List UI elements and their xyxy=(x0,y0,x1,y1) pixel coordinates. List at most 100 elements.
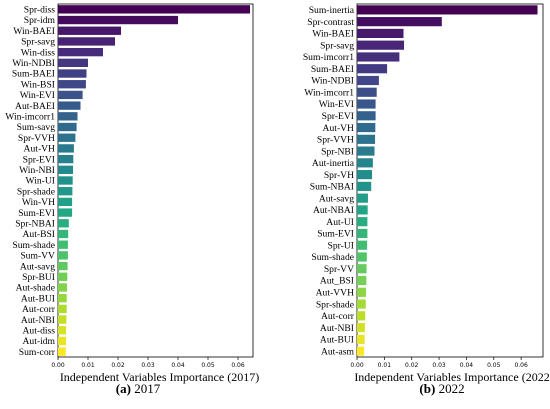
category-label: Sum-BAEI xyxy=(12,69,55,80)
x-tick-label: 0.03 xyxy=(432,362,446,369)
bar xyxy=(357,134,376,144)
bar xyxy=(58,165,73,174)
category-label: Sum-shade xyxy=(12,240,55,251)
bar xyxy=(58,240,68,249)
category-label: Spr-contrast xyxy=(307,17,354,28)
bar xyxy=(58,112,78,121)
bar xyxy=(357,346,365,356)
bar xyxy=(58,326,67,335)
category-label: Aut-corr xyxy=(22,304,56,315)
category-label: Spr-EVI xyxy=(23,154,55,165)
bar xyxy=(58,229,69,239)
category-label: Sum-imcorr1 xyxy=(303,52,354,63)
x-tick-label: 0.03 xyxy=(141,362,155,369)
bar xyxy=(357,228,368,239)
bar xyxy=(58,144,74,153)
chart-svg: Spr-dissSpr-idmWin-BAEISpr-savgWin-dissW… xyxy=(5,3,259,384)
bar xyxy=(357,87,377,97)
category-label: Win-NDBI xyxy=(311,76,354,87)
category-label: Sum-inertia xyxy=(309,5,355,16)
category-label: Aut-shade xyxy=(16,283,55,294)
bar xyxy=(58,251,68,260)
caption-text: 2017 xyxy=(134,381,161,396)
bar xyxy=(58,47,103,57)
bar xyxy=(357,299,366,309)
category-label: Spr-NBI xyxy=(321,146,354,157)
category-label: Spr-UI xyxy=(328,240,354,251)
bar xyxy=(357,311,366,321)
bar xyxy=(357,99,376,109)
caption-text: 2022 xyxy=(438,381,465,396)
category-label: Win-BAEI xyxy=(312,29,354,40)
bar xyxy=(58,347,66,356)
category-label: Aut-NBI xyxy=(21,315,55,326)
x-tick-label: 0.00 xyxy=(51,362,65,369)
category-label: Sum-shade xyxy=(311,252,354,263)
bar xyxy=(58,208,73,217)
bar xyxy=(58,122,77,132)
category-label: Spr-savg xyxy=(21,37,55,48)
caption-2017: (a) 2017 xyxy=(38,381,238,397)
category-label: Spr-diss xyxy=(24,5,56,16)
category-label: Aut-savg xyxy=(319,193,354,204)
plot-frame xyxy=(356,3,544,358)
bar xyxy=(58,154,74,164)
bar xyxy=(357,217,368,227)
category-label: Win-VH xyxy=(22,197,55,208)
category-label: Spr-EVI xyxy=(322,111,354,122)
caption-letter: (b) xyxy=(419,381,436,396)
category-label: Aut-savg xyxy=(20,261,55,272)
bar xyxy=(357,17,442,27)
bar xyxy=(58,26,121,35)
bar xyxy=(357,111,376,121)
category-label: Win-imcorr1 xyxy=(304,87,354,98)
category-label: Aut-NBI xyxy=(320,323,354,334)
category-label: Sum-VV xyxy=(20,251,55,262)
x-axis-title: Independent Variables Importance (2022) xyxy=(354,370,550,384)
category-label: Aut_BSI xyxy=(320,276,354,287)
caption-letter: (a) xyxy=(115,381,131,396)
bar xyxy=(58,219,69,228)
category-label: Aut-BUI xyxy=(320,335,354,346)
chart-svg: Sum-inertiaSpr-contrastWin-BAEISpr-savgS… xyxy=(303,3,550,384)
category-label: Aut-diss xyxy=(22,325,55,336)
category-label: Aut-BUI xyxy=(21,293,55,304)
category-label: Aut-BAEI xyxy=(15,101,55,112)
bar xyxy=(58,69,87,78)
x-tick-label: 0.04 xyxy=(171,362,185,369)
x-tick-label: 0.06 xyxy=(231,362,245,369)
bar xyxy=(357,52,400,62)
x-tick-label: 0.01 xyxy=(81,362,95,369)
category-label: Aut-NBAI xyxy=(313,205,354,216)
bar xyxy=(357,240,368,250)
bar xyxy=(357,146,375,156)
bar xyxy=(58,197,73,207)
bar xyxy=(58,272,68,281)
category-label: Spr-shade xyxy=(316,299,354,310)
x-axis-title: Independent Variables Importance (2017) xyxy=(60,370,259,384)
category-label: Spr-VV xyxy=(324,264,354,275)
bar xyxy=(357,170,373,180)
category-label: Win-BSI xyxy=(21,79,55,90)
category-label: Spr-NBAI xyxy=(15,218,55,229)
category-label: Sum-NBAI xyxy=(310,182,354,193)
category-label: Win-UI xyxy=(26,176,55,187)
x-tick-label: 0.02 xyxy=(111,362,125,369)
category-label: Spr-VVH xyxy=(18,133,55,144)
bar xyxy=(357,252,367,262)
bar xyxy=(357,205,368,215)
bar xyxy=(357,40,405,50)
category-label: Aut-UI xyxy=(326,217,354,228)
category-label: Win-BAEI xyxy=(13,26,55,37)
category-label: Spr-idm xyxy=(24,15,56,26)
bar xyxy=(58,80,86,89)
bar xyxy=(58,293,67,303)
bar xyxy=(58,90,83,100)
category-label: Win-imcorr1 xyxy=(5,112,55,123)
bar xyxy=(357,28,404,39)
bar xyxy=(58,304,67,314)
bar xyxy=(58,133,76,142)
bar xyxy=(357,275,367,286)
category-label: Aut-VVH xyxy=(316,287,354,298)
category-label: Sum-BAEI xyxy=(311,64,354,75)
